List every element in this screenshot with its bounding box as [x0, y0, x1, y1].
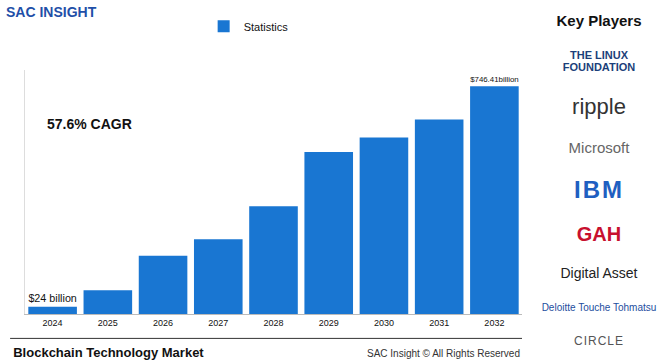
html-text:Key Players: Key Players: [556, 11, 642, 29]
html-text:THE LINUX FOUNDATION: THE LINUX FOUNDATION: [562, 49, 636, 73]
html-text:CIRCLE: CIRCLE: [574, 333, 624, 348]
svg-text:Blockchain Technology Market: Blockchain Technology Market: [13, 345, 204, 360]
html-text:Digital Asset: Digital Asset: [560, 265, 638, 282]
svg-text:$24 billion: $24 billion: [28, 292, 76, 304]
svg-text:2025: 2025: [98, 318, 118, 328]
html-text:Microsoft: Microsoft: [568, 138, 630, 156]
svg-text:2031: 2031: [429, 318, 449, 328]
svg-text:Statistics: Statistics: [244, 21, 289, 33]
html-text:SAC INSIGHT: SAC INSIGHT: [6, 4, 97, 20]
html-text:ripple: ripple: [572, 93, 626, 119]
html-text:IBM: IBM: [574, 175, 624, 203]
svg-text:2026: 2026: [153, 318, 173, 328]
svg-text:2029: 2029: [319, 318, 339, 328]
svg-text:2027: 2027: [208, 318, 228, 328]
svg-text:2028: 2028: [263, 318, 283, 328]
svg-text:SAC Insight © All Rights Reser: SAC Insight © All Rights Reserved: [367, 348, 520, 359]
svg-text:2032: 2032: [484, 318, 504, 328]
html-text:Deloitte Touche Tohmatsu: Deloitte Touche Tohmatsu: [541, 301, 657, 313]
svg-text:2024: 2024: [43, 318, 63, 328]
svg-text:2030: 2030: [374, 318, 394, 328]
html-text:GAH: GAH: [576, 222, 622, 245]
svg-text:$746.41billion: $746.41billion: [470, 75, 519, 84]
svg-text:57.6% CAGR: 57.6% CAGR: [47, 116, 132, 132]
